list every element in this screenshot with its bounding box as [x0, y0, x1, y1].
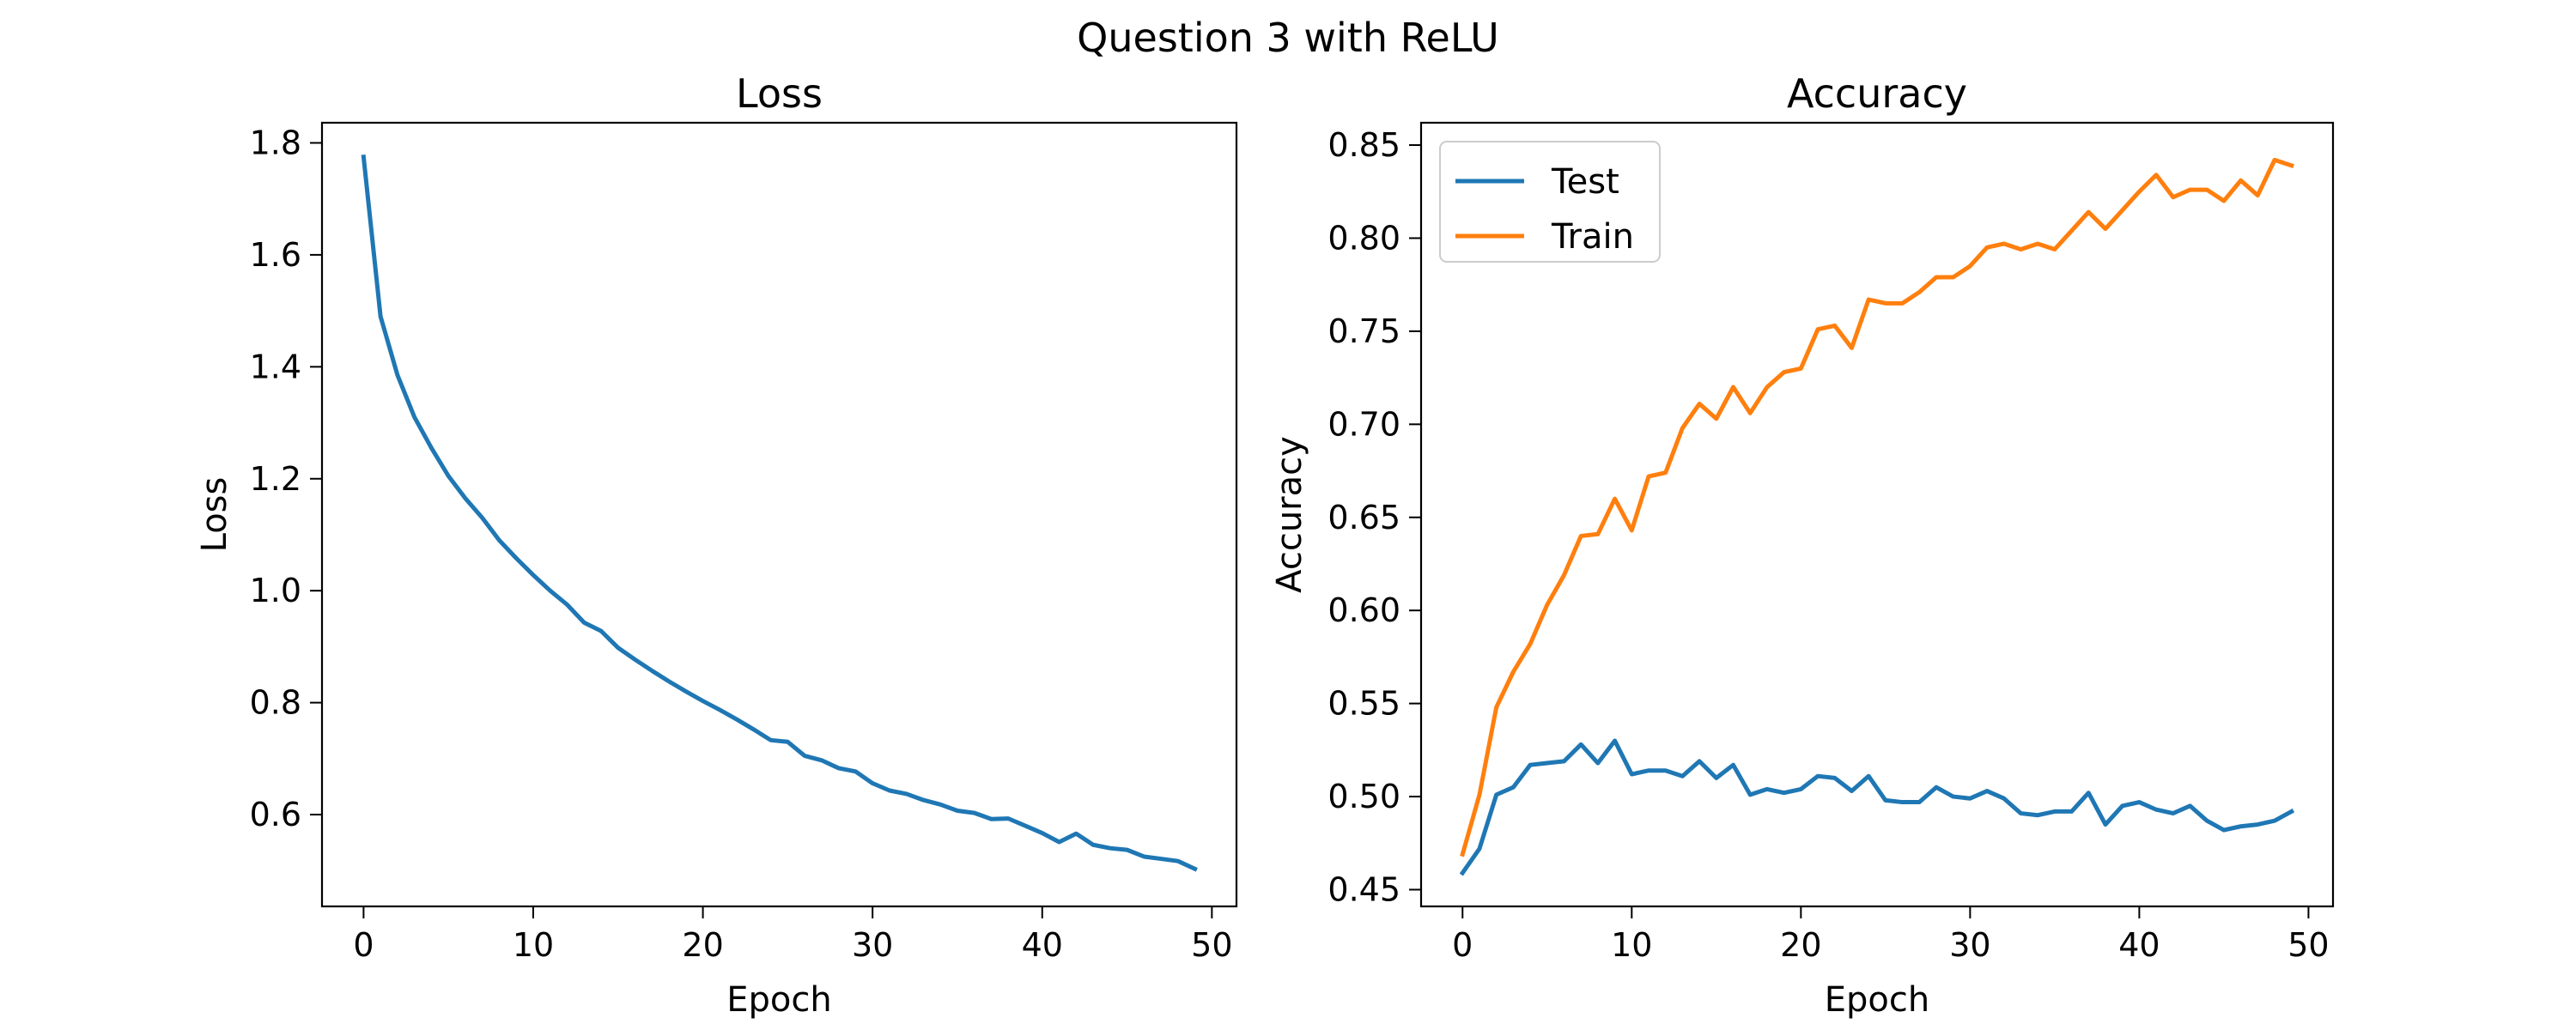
loss-ytick-label: 1.4 [250, 348, 301, 385]
accuracy-xtick-label: 50 [2287, 926, 2329, 964]
accuracy-xtick-label: 10 [1611, 926, 1652, 964]
loss-ytick-label: 0.8 [250, 684, 301, 722]
loss-xtick-label: 10 [513, 926, 554, 964]
loss-ytick-label: 1.0 [250, 572, 301, 609]
accuracy-ytick-label: 0.80 [1327, 219, 1400, 257]
accuracy-legend: Test Train [1439, 141, 1661, 263]
loss-subplot: 0 10 20 30 40 50 0.6 0.8 1.0 1.2 1.4 1.6 1.8 Loss Epoc… [195, 70, 1238, 1020]
accuracy-subplot: 0 10 20 30 40 50 0.45 0.50 0.55 0.60 0.65 0.70 0.75 0… [1270, 70, 2335, 1020]
loss-axes-frame [320, 121, 1238, 908]
accuracy-ytick-label: 0.50 [1327, 778, 1400, 815]
accuracy-ytick-label: 0.70 [1327, 405, 1400, 443]
accuracy-ytick-label: 0.45 [1327, 870, 1400, 908]
accuracy-ytick-label: 0.75 [1327, 312, 1400, 350]
accuracy-ytick-label: 0.85 [1327, 126, 1400, 164]
loss-xtick-label: 0 [353, 926, 374, 964]
accuracy-xtick-label: 40 [2118, 926, 2160, 964]
loss-ytick-label: 1.6 [250, 236, 301, 274]
accuracy-ytick-label: 0.55 [1327, 685, 1400, 723]
accuracy-xlabel: Epoch [1825, 980, 1929, 1020]
accuracy-ylabel: Accuracy [1270, 436, 1309, 593]
accuracy-xtick-label: 30 [1949, 926, 1990, 964]
accuracy-xtick-label: 20 [1780, 926, 1821, 964]
loss-series-loss [361, 154, 1198, 872]
legend-label-train: Train [1551, 217, 1634, 257]
loss-ytick-label: 1.8 [250, 124, 301, 161]
loss-title: Loss [736, 70, 823, 117]
accuracy-ytick-label: 0.65 [1327, 499, 1400, 536]
loss-ylabel: Loss [195, 477, 234, 553]
loss-xtick-label: 30 [852, 926, 893, 964]
loss-xlabel: Epoch [726, 980, 831, 1020]
accuracy-xtick-label: 0 [1452, 926, 1473, 964]
legend-label-test: Test [1551, 162, 1619, 202]
loss-xtick-label: 40 [1022, 926, 1063, 964]
accuracy-title: Accuracy [1787, 70, 1967, 117]
figure-suptitle: Question 3 with ReLU [1077, 15, 1499, 61]
accuracy-series-train [1460, 157, 2294, 857]
loss-ytick-label: 1.2 [250, 460, 301, 498]
accuracy-ytick-label: 0.60 [1327, 591, 1400, 629]
loss-ytick-label: 0.6 [250, 796, 301, 833]
accuracy-series-test [1459, 738, 2295, 876]
accuracy-axes-frame [1419, 121, 2335, 908]
loss-xtick-label: 20 [682, 926, 723, 964]
legend-frame [1439, 141, 1661, 263]
loss-xtick-label: 50 [1191, 926, 1232, 964]
